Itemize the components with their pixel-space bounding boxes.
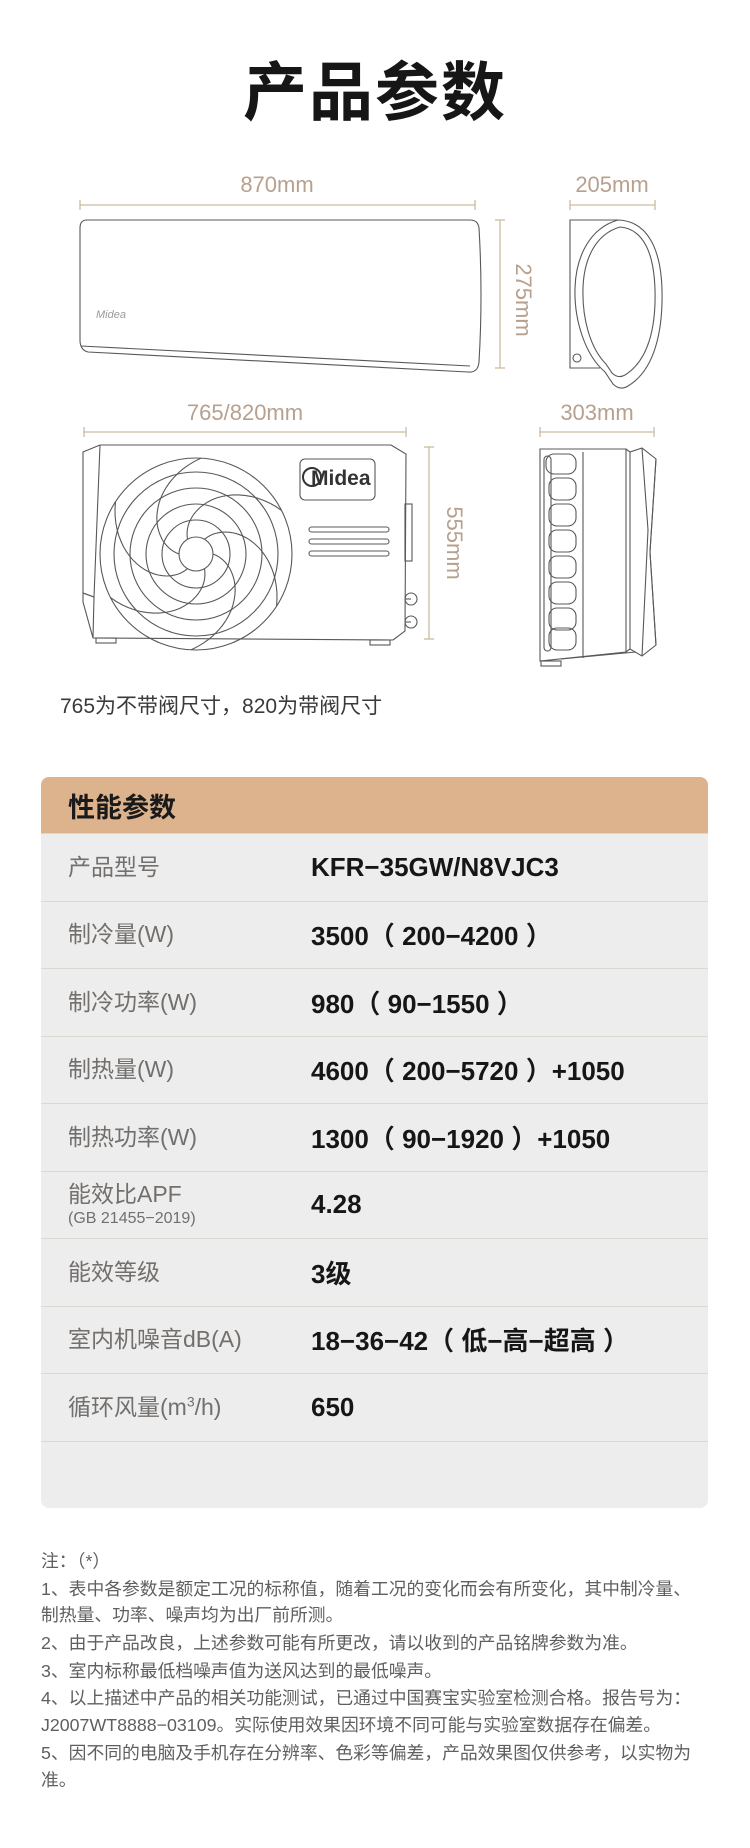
svg-text:Midea: Midea [96, 309, 126, 321]
svg-text:303mm: 303mm [560, 400, 633, 425]
svg-text:870mm: 870mm [240, 172, 313, 197]
svg-text:Midea: Midea [311, 467, 371, 490]
svg-text:555mm: 555mm [442, 506, 467, 579]
svg-text:765/820mm: 765/820mm [187, 400, 303, 425]
svg-text:275mm: 275mm [511, 263, 536, 336]
svg-text:205mm: 205mm [575, 172, 648, 197]
